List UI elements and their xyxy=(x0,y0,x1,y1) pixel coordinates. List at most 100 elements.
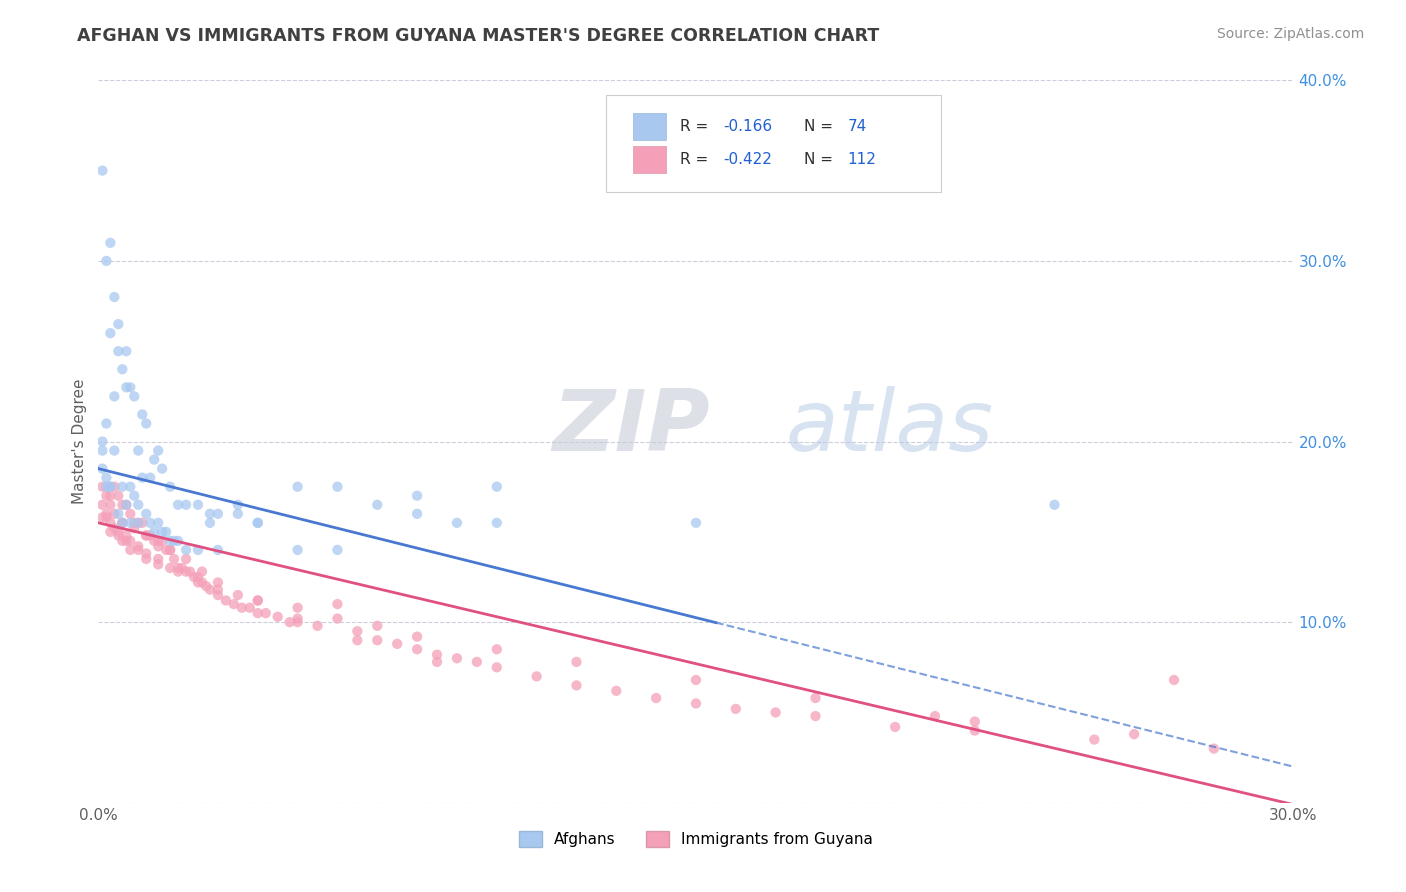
Text: R =: R = xyxy=(681,153,714,168)
Point xyxy=(103,521,125,535)
Point xyxy=(174,565,197,579)
Point xyxy=(91,480,114,494)
Point xyxy=(287,480,309,494)
Point xyxy=(124,516,146,530)
Point xyxy=(174,542,197,557)
Text: -0.422: -0.422 xyxy=(724,153,772,168)
Point xyxy=(131,408,153,422)
Point xyxy=(485,516,508,530)
Point xyxy=(96,510,118,524)
Point xyxy=(115,498,138,512)
Point xyxy=(107,317,129,331)
Legend: Afghans, Immigrants from Guyana: Afghans, Immigrants from Guyana xyxy=(513,825,879,853)
Point xyxy=(167,561,190,575)
Point xyxy=(115,380,138,394)
Point xyxy=(465,655,488,669)
Point xyxy=(111,480,134,494)
Point xyxy=(605,683,627,698)
Text: ZIP: ZIP xyxy=(553,385,710,468)
Point xyxy=(98,326,122,340)
Point xyxy=(685,673,707,687)
Point xyxy=(485,642,508,657)
Point xyxy=(139,528,162,542)
Point xyxy=(159,542,181,557)
Point xyxy=(267,609,290,624)
Point xyxy=(207,507,229,521)
Point xyxy=(187,575,209,590)
Point xyxy=(111,516,134,530)
Point xyxy=(127,516,149,530)
Point xyxy=(685,697,707,711)
Point xyxy=(446,516,468,530)
Point xyxy=(346,633,368,648)
Point xyxy=(187,542,209,557)
Point xyxy=(326,542,349,557)
Point xyxy=(91,461,114,475)
Point xyxy=(226,588,249,602)
Point xyxy=(127,516,149,530)
Point xyxy=(222,597,245,611)
Point xyxy=(246,516,269,530)
Point xyxy=(107,344,129,359)
Point xyxy=(963,723,986,738)
Point xyxy=(96,507,118,521)
Point xyxy=(96,254,118,268)
Point xyxy=(287,611,309,625)
Point xyxy=(215,593,238,607)
Point xyxy=(148,558,170,572)
Point xyxy=(226,507,249,521)
Point xyxy=(120,507,142,521)
Point xyxy=(167,533,190,548)
Point xyxy=(287,542,309,557)
Point xyxy=(207,588,229,602)
Point xyxy=(565,655,588,669)
Point xyxy=(143,533,166,548)
Y-axis label: Master's Degree: Master's Degree xyxy=(72,379,87,504)
Point xyxy=(98,235,122,250)
Point xyxy=(127,539,149,553)
Point xyxy=(91,163,114,178)
Point xyxy=(191,575,214,590)
Point xyxy=(287,615,309,630)
Point xyxy=(159,480,181,494)
Point xyxy=(1083,732,1105,747)
Text: Source: ZipAtlas.com: Source: ZipAtlas.com xyxy=(1216,27,1364,41)
Point xyxy=(127,443,149,458)
Point xyxy=(179,565,201,579)
Point xyxy=(98,480,122,494)
Point xyxy=(426,655,449,669)
Point xyxy=(187,570,209,584)
Point xyxy=(98,480,122,494)
Text: N =: N = xyxy=(804,119,838,134)
Point xyxy=(159,533,181,548)
Point xyxy=(924,709,946,723)
Point xyxy=(406,642,429,657)
Point xyxy=(191,565,214,579)
Point xyxy=(485,660,508,674)
Point xyxy=(187,498,209,512)
Point xyxy=(366,633,388,648)
Point xyxy=(91,434,114,449)
Point xyxy=(103,389,125,403)
Point xyxy=(143,452,166,467)
Point xyxy=(385,637,409,651)
Point xyxy=(150,524,173,539)
Point xyxy=(246,516,269,530)
Point xyxy=(111,533,134,548)
Point xyxy=(115,344,138,359)
Point xyxy=(91,443,114,458)
Point xyxy=(115,533,138,548)
Point xyxy=(406,489,429,503)
Point xyxy=(111,498,134,512)
Point xyxy=(124,489,146,503)
Point xyxy=(287,600,309,615)
Point xyxy=(565,678,588,692)
Point xyxy=(526,669,548,683)
Point xyxy=(103,443,125,458)
Point xyxy=(406,507,429,521)
Point xyxy=(239,600,262,615)
Point xyxy=(226,498,249,512)
Point xyxy=(183,570,205,584)
Point xyxy=(198,582,221,597)
Point xyxy=(96,471,118,485)
